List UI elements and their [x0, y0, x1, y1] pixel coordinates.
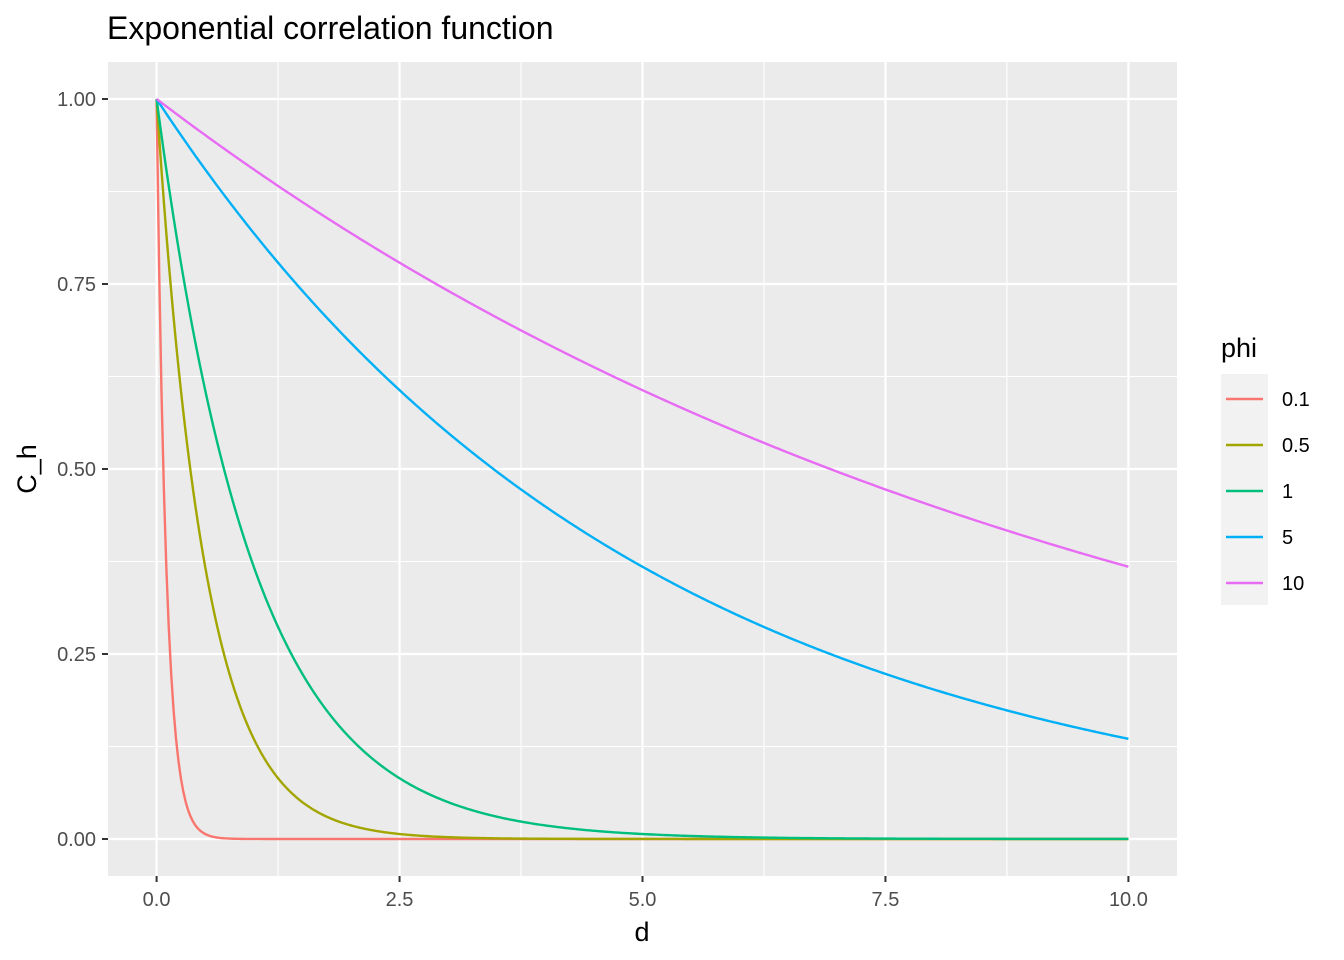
series-line-phi-1 [155, 98, 1129, 841]
chart-title: Exponential correlation function [107, 10, 554, 46]
legend-label-phi-0.5: 0.5 [1282, 435, 1310, 457]
x-tick-label: 0.0 [143, 889, 171, 911]
x-axis: 0.0 2.5 5.0 7.5 10.0 [143, 876, 1148, 911]
x-tick-label: 5.0 [629, 889, 657, 911]
x-tick-label: 2.5 [386, 889, 414, 911]
y-tick-label: 0.00 [57, 829, 96, 851]
legend-label-phi-5: 5 [1282, 527, 1293, 549]
series-line-phi-10 [155, 98, 1129, 568]
x-tick-label: 10.0 [1109, 889, 1148, 911]
x-tick-label: 7.5 [872, 889, 900, 911]
series-lines [155, 98, 1129, 841]
y-tick-label: 0.50 [57, 459, 96, 481]
series-line-phi-5 [155, 98, 1129, 741]
legend-label-phi-1: 1 [1282, 481, 1293, 503]
legend: phi 0.1 0.5 1 5 10 [1221, 333, 1310, 605]
y-axis-title: C_h [12, 444, 42, 494]
legend-label-phi-0.1: 0.1 [1282, 389, 1310, 411]
x-axis-title: d [634, 917, 649, 947]
y-tick-label: 1.00 [57, 89, 96, 111]
legend-key-background [1221, 374, 1268, 605]
y-axis: 0.00 0.25 0.50 0.75 1.00 [57, 89, 108, 851]
y-tick-label: 0.25 [57, 644, 96, 666]
y-tick-label: 0.75 [57, 274, 96, 296]
legend-title: phi [1221, 333, 1257, 363]
legend-label-phi-10: 10 [1282, 573, 1304, 595]
